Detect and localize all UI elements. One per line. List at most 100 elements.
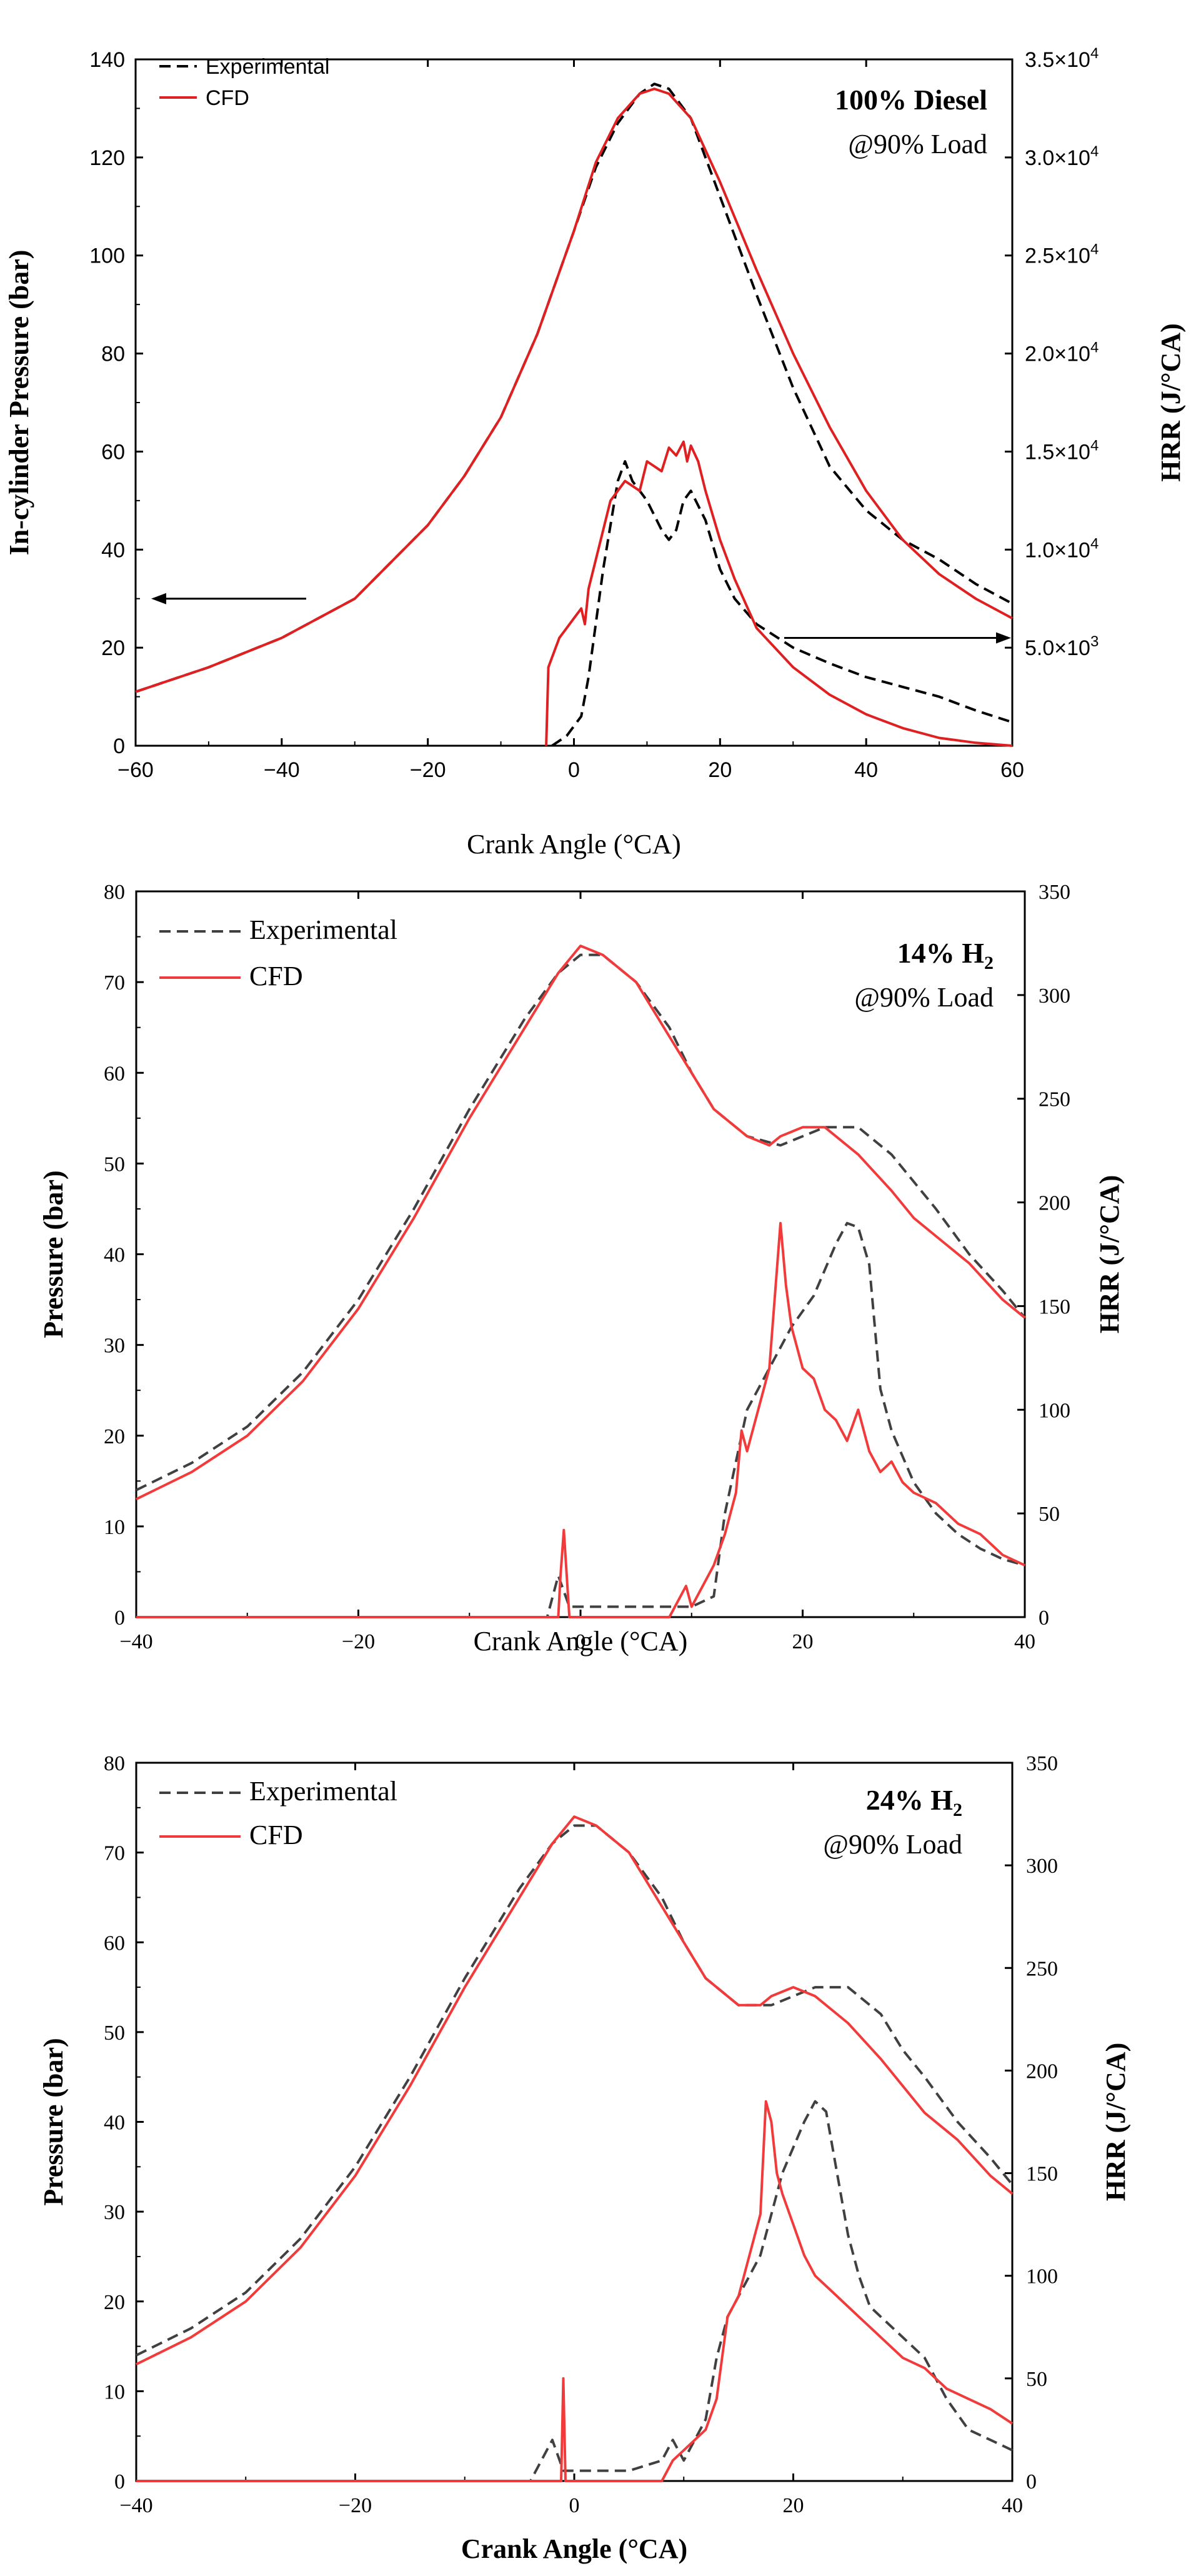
x-axis-label: Crank Angle (°CA) — [474, 1626, 688, 1656]
y-right-tick-label: 0 — [1039, 1606, 1049, 1630]
legend-label-cfd: CFD — [249, 961, 303, 991]
annotation-subtitle: @90% Load — [823, 1829, 962, 1860]
x-tick-label: 0 — [568, 758, 580, 782]
x-tick-label: 0 — [576, 1630, 586, 1653]
y-tick-label: 80 — [104, 1752, 125, 1775]
annotation-title-subscript: 2 — [953, 1800, 962, 1820]
y-right-tick-label: 150 — [1026, 2163, 1058, 2186]
y-right-tick-label: 1.0×104 — [1025, 535, 1099, 562]
y-axis-label: In-cylinder Pressure (bar) — [4, 250, 34, 556]
y-right-tick-label: 350 — [1039, 881, 1070, 904]
chart-panel-14pct-h2: −40 −20 0 20 4001020304050607080050100150200… — [38, 881, 1125, 1656]
series-line-cfd-hrr — [136, 2100, 1014, 2482]
y-right-tick-label: 3.0×104 — [1025, 143, 1099, 170]
y-tick-label: 0 — [114, 1606, 125, 1630]
annotation-subtitle: @90% Load — [848, 129, 987, 159]
y-tick-label: 120 — [89, 146, 125, 170]
series-line-cfd-pressure — [136, 1815, 1014, 2366]
right-axis-arrow-head — [996, 632, 1011, 644]
x-tick-label: −40 — [119, 2494, 152, 2517]
y-tick-label: 80 — [104, 881, 125, 904]
y-right-tick-exponent: 4 — [1090, 241, 1099, 258]
left-axis-arrow-head — [151, 593, 166, 604]
series-line-experimental-pressure — [136, 1824, 1014, 2357]
x-tick-label: 40 — [854, 758, 878, 782]
y-right-tick-label: 50 — [1026, 2368, 1047, 2391]
y-right-tick-mantissa: 1.5×10 — [1025, 440, 1090, 464]
annotation-title: 24% H2 — [866, 1784, 962, 1820]
y-tick-label: 40 — [104, 2112, 125, 2135]
y-right-tick-mantissa: 1.0×10 — [1025, 538, 1090, 562]
x-tick-label: 60 — [1000, 758, 1024, 782]
y-right-axis-label: HRR (J/°CA) — [1100, 2043, 1131, 2201]
series-line-cfd-pressure — [135, 88, 1013, 693]
y-right-tick-label: 200 — [1026, 2060, 1058, 2083]
x-tick-label: 40 — [1002, 2494, 1023, 2517]
y-right-tick-mantissa: 3.5×10 — [1025, 48, 1090, 72]
y-axis-label: Pressure (bar) — [38, 1170, 69, 1338]
y-right-tick-label: 0 — [1026, 2470, 1037, 2493]
y-right-tick-label: 2.5×104 — [1025, 241, 1099, 268]
x-tick-label: 40 — [1014, 1630, 1035, 1653]
y-tick-label: 30 — [104, 2201, 125, 2224]
plot-frame — [135, 1762, 1014, 2482]
series-line-experimental-pressure — [136, 953, 1026, 1491]
y-right-tick-label: 1.5×104 — [1025, 437, 1099, 464]
y-tick-label: 20 — [104, 2291, 125, 2314]
y-tick-label: 40 — [104, 1244, 125, 1267]
y-right-tick-mantissa: 5.0×10 — [1025, 636, 1090, 660]
y-tick-label: 40 — [101, 538, 125, 562]
y-right-tick-exponent: 3 — [1090, 633, 1099, 650]
x-axis-label: Crank Angle (°CA) — [467, 829, 681, 860]
y-tick-label: 30 — [104, 1335, 125, 1358]
annotation-subtitle: @90% Load — [854, 982, 994, 1013]
y-right-tick-label: 150 — [1039, 1295, 1070, 1318]
y-tick-label: 50 — [104, 1153, 125, 1176]
y-tick-label: 20 — [104, 1425, 125, 1448]
y-axis-label: Pressure (bar) — [38, 2038, 69, 2205]
annotation-title: 14% H2 — [897, 937, 994, 973]
y-tick-label: 60 — [101, 440, 125, 464]
annotation-title-subscript: 2 — [984, 953, 994, 973]
legend-label-experimental: Experimental — [206, 55, 329, 79]
y-right-tick-label: 200 — [1039, 1192, 1070, 1215]
series-line-cfd-hrr — [545, 440, 1013, 747]
y-right-tick-label: 100 — [1039, 1399, 1070, 1422]
x-tick-label: 20 — [792, 1630, 814, 1653]
legend-label-cfd: CFD — [206, 86, 249, 110]
chart-panel-24pct-h2: −40 −20 0 20 4001020304050607080050100150200… — [38, 1752, 1131, 2564]
series-line-experimental-hrr — [136, 2100, 1013, 2482]
y-right-tick-exponent: 4 — [1090, 45, 1099, 62]
legend-label-experimental: Experimental — [249, 1776, 397, 1807]
y-tick-label: 60 — [104, 1062, 125, 1085]
x-tick-label: 20 — [783, 2494, 804, 2517]
x-tick-label: −40 — [119, 1630, 152, 1653]
x-tick-label: 20 — [708, 758, 732, 782]
chart-panel-100pct-diesel: −60 −40 −20 0 20 40 60 0 20 40 60 80 100 120 140 5.0×10… — [4, 45, 1186, 860]
series-line-experimental-hrr — [551, 460, 1013, 747]
x-tick-label: −60 — [117, 758, 154, 782]
y-tick-label: 10 — [104, 2380, 125, 2403]
y-right-tick-exponent: 4 — [1090, 143, 1099, 160]
y-right-tick-label: 2.0×104 — [1025, 339, 1099, 366]
y-right-tick-exponent: 4 — [1090, 535, 1099, 552]
y-tick-label: 70 — [104, 1842, 125, 1865]
y-right-tick-exponent: 4 — [1090, 437, 1099, 454]
x-tick-label: −20 — [339, 2494, 372, 2517]
series-line-experimental-pressure — [135, 83, 1013, 693]
y-right-tick-label: 100 — [1026, 2265, 1058, 2288]
y-right-tick-mantissa: 2.0×10 — [1025, 343, 1090, 366]
series-line-cfd-hrr — [136, 1221, 1025, 1618]
y-tick-label: 50 — [104, 2022, 125, 2045]
legend-label-experimental: Experimental — [249, 915, 397, 945]
x-tick-label: −40 — [264, 758, 300, 782]
annotation-title-text: 14% H — [897, 937, 985, 969]
y-tick-label: 0 — [113, 734, 125, 758]
y-right-tick-mantissa: 3.0×10 — [1025, 146, 1090, 170]
y-tick-label: 20 — [101, 636, 125, 660]
series-line-experimental-hrr — [136, 1221, 1025, 1618]
y-tick-label: 140 — [89, 48, 125, 72]
y-tick-label: 10 — [104, 1516, 125, 1539]
x-tick-label: 0 — [569, 2494, 580, 2517]
